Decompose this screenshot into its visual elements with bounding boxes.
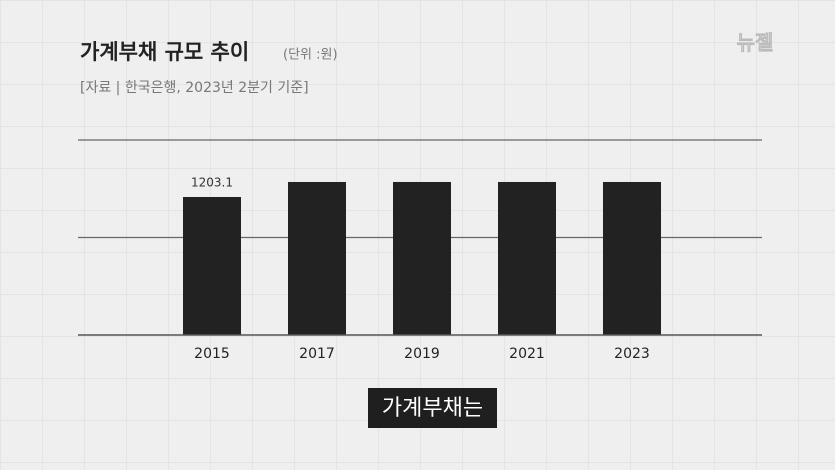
x-tick-label: 2019 xyxy=(404,346,440,362)
chart-title: 가계부채 규모 추이 xyxy=(80,40,249,64)
x-tick-label: 2023 xyxy=(614,346,650,362)
value-label: 1203.1 xyxy=(191,175,233,189)
caption: 가계부채는 xyxy=(382,396,483,421)
chart-source: [자료 | 한국은행, 2023년 2분기 기준] xyxy=(80,80,309,96)
bar xyxy=(393,181,451,335)
x-tick-label: 2017 xyxy=(299,346,335,362)
caption-box xyxy=(368,388,497,428)
x-tick-label: 2021 xyxy=(509,346,545,362)
x-tick-label: 2015 xyxy=(194,346,230,362)
bar xyxy=(498,181,556,335)
bar xyxy=(603,181,661,335)
chart-subtitle: (단위 :원) xyxy=(283,48,338,63)
logo: 뉴젤 xyxy=(737,31,774,55)
bar xyxy=(183,196,241,335)
bar xyxy=(288,181,346,335)
